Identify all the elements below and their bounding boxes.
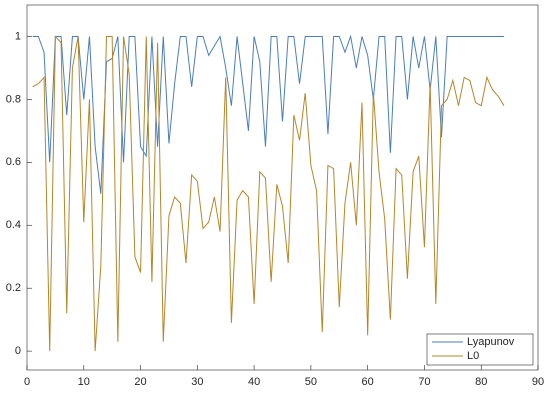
- legend-label: Lyapunov: [467, 336, 515, 348]
- y-tick-label: 0: [15, 345, 21, 357]
- x-tick-label: 30: [191, 376, 203, 388]
- x-tick-label: 10: [78, 376, 90, 388]
- plot-area: [26, 4, 539, 371]
- y-tick-label: 0.4: [6, 219, 21, 231]
- line: [32, 34, 504, 194]
- x-tick-label: 40: [248, 376, 260, 388]
- x-tick-label: 80: [475, 376, 487, 388]
- x-tick-label: 90: [532, 376, 544, 388]
- y-tick-label: 1: [15, 30, 21, 42]
- x-tick-label: 0: [24, 376, 30, 388]
- y-tick-label: 0.6: [6, 156, 21, 168]
- x-tick-label: 50: [305, 376, 317, 388]
- x-tick-label: 70: [418, 376, 430, 388]
- legend-label: L0: [467, 350, 479, 362]
- line: [32, 35, 505, 352]
- x-tick-label: 60: [362, 376, 374, 388]
- y-tick-label: 0.2: [6, 282, 21, 294]
- x-tick-label: 20: [134, 376, 146, 388]
- legend-box: [426, 333, 534, 366]
- y-tick-label: 0.8: [6, 93, 21, 105]
